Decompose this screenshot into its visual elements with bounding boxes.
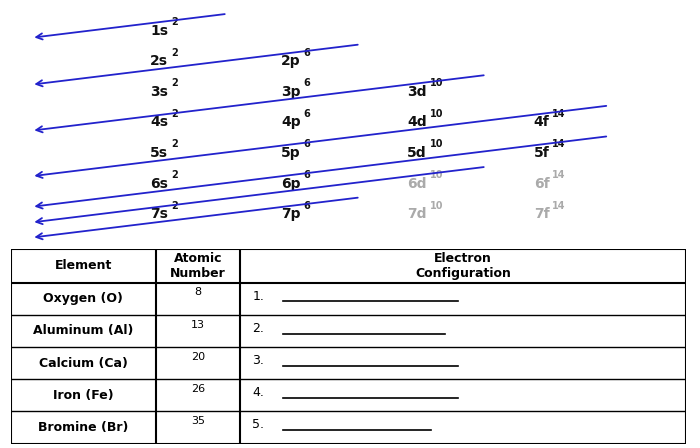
Text: 2: 2	[171, 139, 178, 150]
Text: 4f: 4f	[533, 116, 550, 129]
Text: 6: 6	[304, 109, 311, 119]
Text: Calcium (Ca): Calcium (Ca)	[38, 357, 127, 370]
Text: 2p: 2p	[281, 54, 301, 68]
Text: 4d: 4d	[407, 116, 427, 129]
Text: 3p: 3p	[281, 85, 301, 99]
Text: 13: 13	[191, 319, 205, 330]
Text: 35: 35	[191, 416, 205, 426]
Text: 4s: 4s	[150, 116, 168, 129]
Text: Bromine (Br): Bromine (Br)	[38, 421, 128, 434]
Text: Element: Element	[55, 259, 112, 272]
Text: 2: 2	[171, 78, 178, 88]
Text: 7p: 7p	[281, 207, 301, 221]
Text: 2s: 2s	[150, 54, 168, 68]
Text: 6: 6	[304, 78, 311, 88]
Text: 7s: 7s	[150, 207, 168, 221]
Text: 10: 10	[430, 78, 443, 88]
Text: 2: 2	[171, 47, 178, 58]
Text: 3d: 3d	[407, 85, 427, 99]
Text: Electron
Configuration: Electron Configuration	[415, 252, 511, 280]
Text: 6f: 6f	[534, 177, 550, 190]
Text: 2: 2	[171, 201, 178, 211]
Text: 14: 14	[552, 109, 566, 119]
Text: 1.: 1.	[252, 290, 264, 303]
Text: 6: 6	[304, 201, 311, 211]
Text: 2: 2	[171, 109, 178, 119]
Text: Aluminum (Al): Aluminum (Al)	[33, 324, 133, 337]
Text: 10: 10	[430, 201, 443, 211]
Text: 7d: 7d	[407, 207, 427, 221]
Text: 4.: 4.	[252, 386, 264, 399]
Text: 2.: 2.	[252, 322, 264, 335]
Text: 14: 14	[552, 170, 566, 180]
Text: 5d: 5d	[407, 146, 427, 160]
Text: 8: 8	[195, 287, 202, 297]
Text: 6p: 6p	[281, 177, 301, 190]
Text: 14: 14	[552, 139, 566, 150]
Text: 14: 14	[552, 201, 566, 211]
Text: 3.: 3.	[252, 354, 264, 367]
Text: 4p: 4p	[281, 116, 301, 129]
Text: Atomic
Number: Atomic Number	[170, 252, 226, 280]
Text: 7f: 7f	[534, 207, 550, 221]
Text: Iron (Fe): Iron (Fe)	[52, 389, 113, 402]
Text: 6: 6	[304, 170, 311, 180]
Text: 5s: 5s	[150, 146, 168, 160]
Text: 10: 10	[430, 139, 443, 150]
Text: 10: 10	[430, 170, 443, 180]
Text: 6: 6	[304, 47, 311, 58]
Text: 6d: 6d	[407, 177, 427, 190]
Text: 26: 26	[191, 384, 205, 394]
Text: 6s: 6s	[150, 177, 168, 190]
Text: Oxygen (O): Oxygen (O)	[43, 293, 123, 306]
Text: 5f: 5f	[533, 146, 550, 160]
Text: 20: 20	[191, 352, 205, 362]
Text: 2: 2	[171, 17, 178, 27]
Text: 5.: 5.	[252, 418, 265, 431]
Text: 2: 2	[171, 170, 178, 180]
Text: 5p: 5p	[281, 146, 301, 160]
Text: 3s: 3s	[150, 85, 168, 99]
Text: 10: 10	[430, 109, 443, 119]
Text: 6: 6	[304, 139, 311, 150]
Text: 1s: 1s	[150, 24, 168, 38]
